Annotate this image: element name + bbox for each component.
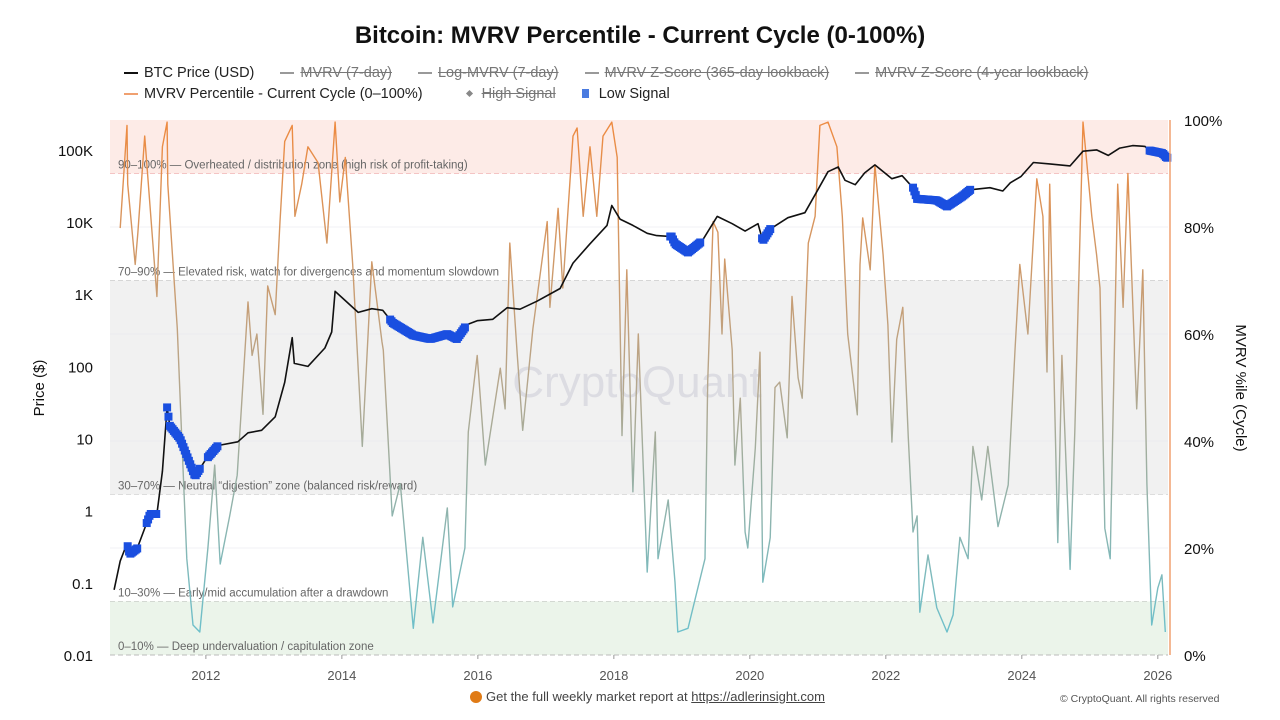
low-signal-marker [966,185,975,194]
right-tick-label: 20% [1184,541,1214,558]
legend-item[interactable]: Log-MVRV (7-day) [417,64,559,81]
x-tick-label: 2022 [871,668,900,683]
left-tick-label: 1K [75,287,93,304]
x-tick-label: 2024 [1007,668,1036,683]
zone-label: 0–10% — Deep undervaluation / capitulati… [118,641,374,653]
right-axis-title: MVRV %ile (Cycle) [1232,324,1249,451]
zone-label: 10–30% — Early/mid accumulation after a … [118,588,388,600]
legend-label: Low Signal [598,85,670,102]
copyright: © CryptoQuant. All rights reserved [1060,693,1220,705]
low-signal-marker [1163,153,1172,162]
low-signal-marker [152,509,161,518]
legend-label: Log-MVRV (7-day) [437,64,559,81]
x-tick-label: 2012 [191,668,220,683]
footer-text: Get the full weekly market report at [486,689,688,704]
low-signal-marker [164,412,173,421]
low-signal-marker [460,323,469,332]
legend-label: MVRV Percentile - Current Cycle (0–100%) [144,85,423,102]
legend-item[interactable]: MVRV (7-day) [280,65,392,81]
legend-marker-icon [124,92,138,95]
legend-label: High Signal [481,85,556,102]
low-signal-marker [163,403,172,412]
x-tick-label: 2020 [735,668,764,683]
btc-price-line [113,144,1168,590]
legend-marker-icon [855,71,870,74]
legend-label: MVRV Z-Score (365-day lookback) [604,64,830,81]
legend-marker-icon [581,89,589,98]
footer-link[interactable]: https://adlerinsight.com [691,689,825,704]
low-signal-marker [133,544,142,553]
zone-band [110,601,1168,655]
legend-label: BTC Price (USD) [144,64,255,81]
low-signal-marker [195,464,204,473]
right-tick-label: 40% [1184,434,1214,451]
legend-marker-icon [280,71,295,74]
low-signal-marker [123,542,132,551]
left-tick-label: 100K [58,143,93,160]
legend-item[interactable]: BTC Price (USD) [124,65,254,81]
zone-band [110,280,1168,495]
zone-label: 30–70% — Neutral “digestion” zone (balan… [118,481,417,493]
right-tick-label: 0% [1184,648,1206,665]
right-tick-label: 60% [1184,327,1214,344]
legend-label: MVRV (7-day) [300,64,392,81]
x-tick-label: 2016 [463,668,492,683]
legend-item[interactable]: MVRV Percentile - Current Cycle (0–100%) [124,86,423,102]
legend-row-2: MVRV Percentile - Current Cycle (0–100%)… [124,83,1114,104]
legend-marker-icon [124,71,138,74]
legend-marker-icon [584,71,599,74]
low-signal-marker [213,442,222,451]
left-tick-label: 0.1 [72,576,93,593]
x-tick-label: 2018 [599,668,628,683]
legend-row-1: BTC Price (USD) MVRV (7-day) Log-MVRV (7-d… [124,62,1114,83]
legend-label: MVRV Z-Score (4-year lookback) [875,64,1089,81]
left-axis-title: Price ($) [31,360,48,417]
footer: Get the full weekly market report at htt… [470,689,825,704]
legend-item[interactable]: MVRV Z-Score (365-day lookback) [584,64,830,81]
low-signal-marker [696,238,705,247]
zone-label: 70–90% — Elevated risk, watch for diverg… [118,267,499,279]
legend-item[interactable]: Low Signal [581,85,670,102]
low-signal-marker [766,225,775,234]
left-tick-label: 1 [85,504,93,521]
left-tick-label: 10 [76,432,93,449]
orange-circle-icon [470,690,482,703]
left-tick-label: 10K [66,215,93,232]
legend: BTC Price (USD) MVRV (7-day) Log-MVRV (7-d… [124,62,1114,104]
x-tick-label: 2026 [1143,668,1172,683]
right-tick-label: 100% [1184,113,1222,130]
zone-band [110,120,1168,174]
right-tick-label: 80% [1184,220,1214,237]
mvrv-percentile-line [119,121,1166,633]
legend-item[interactable]: High Signal [463,86,556,102]
chart-title: Bitcoin: MVRV Percentile - Current Cycle… [354,22,926,49]
left-tick-label: 0.01 [64,648,93,665]
legend-marker-icon [417,71,432,74]
x-tick-label: 2014 [327,668,356,683]
left-tick-label: 100 [68,359,93,376]
legend-item[interactable]: MVRV Z-Score (4-year lookback) [855,65,1088,81]
